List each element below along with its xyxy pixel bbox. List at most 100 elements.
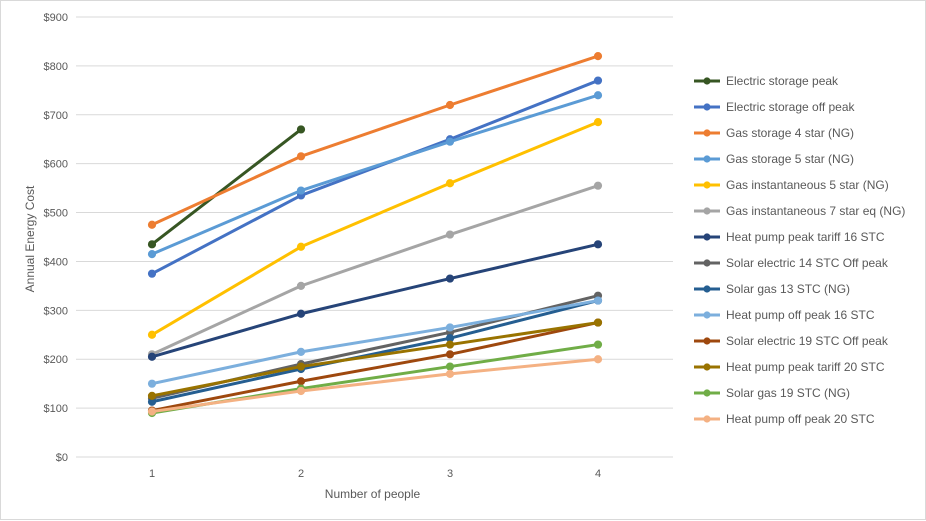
y-tick-label: $400 xyxy=(44,256,68,268)
data-point xyxy=(147,330,157,339)
series-line xyxy=(150,299,600,404)
series-gas-instantaneous-5-star-ng xyxy=(147,118,603,339)
legend-swatch-marker xyxy=(703,233,711,241)
y-tick-label: $600 xyxy=(44,159,68,171)
legend-item: Gas instantaneous 7 star eq (NG) xyxy=(694,204,905,218)
legend-item: Electric storage off peak xyxy=(694,100,856,114)
data-point xyxy=(593,355,603,364)
legend-label: Gas storage 4 star (NG) xyxy=(726,126,854,140)
data-point xyxy=(147,240,157,249)
legend-label: Solar gas 19 STC (NG) xyxy=(726,386,850,400)
data-point xyxy=(445,369,455,378)
legend-item: Heat pump off peak 16 STC xyxy=(694,308,875,322)
x-tick-label: 2 xyxy=(298,468,304,480)
legend-label: Solar electric 14 STC Off peak xyxy=(726,256,889,270)
legend-swatch-marker xyxy=(703,129,711,137)
data-point xyxy=(296,347,306,356)
legend-swatch-marker xyxy=(703,363,711,371)
data-point xyxy=(445,100,455,110)
legend-swatch-marker xyxy=(703,207,711,215)
data-point xyxy=(593,296,603,305)
data-point xyxy=(296,362,306,371)
legend-swatch-marker xyxy=(703,337,711,345)
y-tick-label: $100 xyxy=(44,403,68,415)
data-point xyxy=(445,179,455,188)
x-tick-label: 4 xyxy=(595,468,601,480)
y-tick-label: $300 xyxy=(44,305,68,317)
series-line xyxy=(150,357,600,414)
legend-swatch-marker xyxy=(703,259,711,267)
data-point xyxy=(147,407,157,416)
series-electric-storage-off-peak xyxy=(147,76,603,278)
data-point xyxy=(593,240,603,249)
legend: Electric storage peak Electric storage of… xyxy=(694,74,905,426)
legend-swatch-marker xyxy=(703,415,711,423)
data-point xyxy=(147,352,157,361)
data-point xyxy=(593,52,603,61)
legend-swatch-marker xyxy=(703,285,711,293)
legend-item: Solar electric 14 STC Off peak xyxy=(694,256,889,270)
data-point xyxy=(445,340,455,349)
legend-item: Gas storage 4 star (NG) xyxy=(694,126,854,140)
y-axis-title: Annual Energy Cost xyxy=(23,185,37,292)
series-line xyxy=(150,321,600,413)
series-line xyxy=(150,54,600,227)
series-line xyxy=(150,321,600,398)
x-axis-title: Number of people xyxy=(325,487,421,501)
legend-swatch-marker xyxy=(703,389,711,397)
series-line xyxy=(150,79,600,276)
legend-item: Heat pump peak tariff 16 STC xyxy=(694,230,885,244)
data-point xyxy=(593,340,603,349)
data-point xyxy=(296,242,306,251)
legend-swatch-marker xyxy=(703,77,711,85)
y-tick-label: $900 xyxy=(44,12,68,24)
data-point xyxy=(147,379,157,388)
data-point xyxy=(147,269,157,278)
data-point xyxy=(593,181,603,190)
legend-swatch-marker xyxy=(703,311,711,319)
legend-label: Heat pump peak tariff 16 STC xyxy=(726,230,885,244)
legend-swatch-marker xyxy=(703,155,711,163)
legend-item: Solar gas 19 STC (NG) xyxy=(694,386,850,400)
gridlines xyxy=(76,16,673,458)
legend-label: Gas instantaneous 7 star eq (NG) xyxy=(726,204,905,218)
data-point xyxy=(445,350,455,359)
legend-item: Heat pump peak tariff 20 STC xyxy=(694,360,885,374)
data-point xyxy=(593,91,603,100)
series-gas-storage-5-star-ng xyxy=(147,91,603,259)
series-gas-instantaneous-7-star-eq-ng xyxy=(147,181,603,359)
legend-label: Gas storage 5 star (NG) xyxy=(726,152,854,166)
y-axis-ticks: $0 $100 $200 $300 $400 $500 $600 $700 $800 $900 xyxy=(44,12,68,464)
series-line xyxy=(150,127,303,246)
series-line xyxy=(150,184,600,356)
series-solar-electric-14-stc-off-peak xyxy=(147,291,603,403)
y-tick-label: $0 xyxy=(56,452,68,464)
x-axis-ticks: 1 2 3 4 xyxy=(149,468,601,480)
legend-label: Heat pump peak tariff 20 STC xyxy=(726,360,885,374)
data-point xyxy=(296,377,306,386)
series-heat-pump-off-peak-20-stc xyxy=(147,355,603,416)
legend-label: Heat pump off peak 20 STC xyxy=(726,412,875,426)
legend-label: Electric storage peak xyxy=(726,74,839,88)
legend-item: Gas instantaneous 5 star (NG) xyxy=(694,178,889,192)
series-heat-pump-peak-tariff-16-stc xyxy=(147,240,603,361)
data-point xyxy=(445,323,455,332)
data-point xyxy=(296,152,306,161)
series-line xyxy=(150,299,600,386)
legend-swatch-marker xyxy=(703,103,711,111)
data-point xyxy=(445,274,455,283)
data-point xyxy=(445,362,455,371)
series-lines xyxy=(147,52,603,418)
data-point xyxy=(593,318,603,327)
data-point xyxy=(296,309,306,318)
data-point xyxy=(147,250,157,259)
series-gas-storage-4-star-ng xyxy=(147,52,603,229)
data-point xyxy=(593,118,603,127)
data-point xyxy=(445,230,455,239)
data-point xyxy=(296,125,306,134)
series-heat-pump-peak-tariff-20-stc xyxy=(147,318,603,400)
data-point xyxy=(147,391,157,400)
y-tick-label: $500 xyxy=(44,208,68,220)
y-tick-label: $700 xyxy=(44,110,68,122)
